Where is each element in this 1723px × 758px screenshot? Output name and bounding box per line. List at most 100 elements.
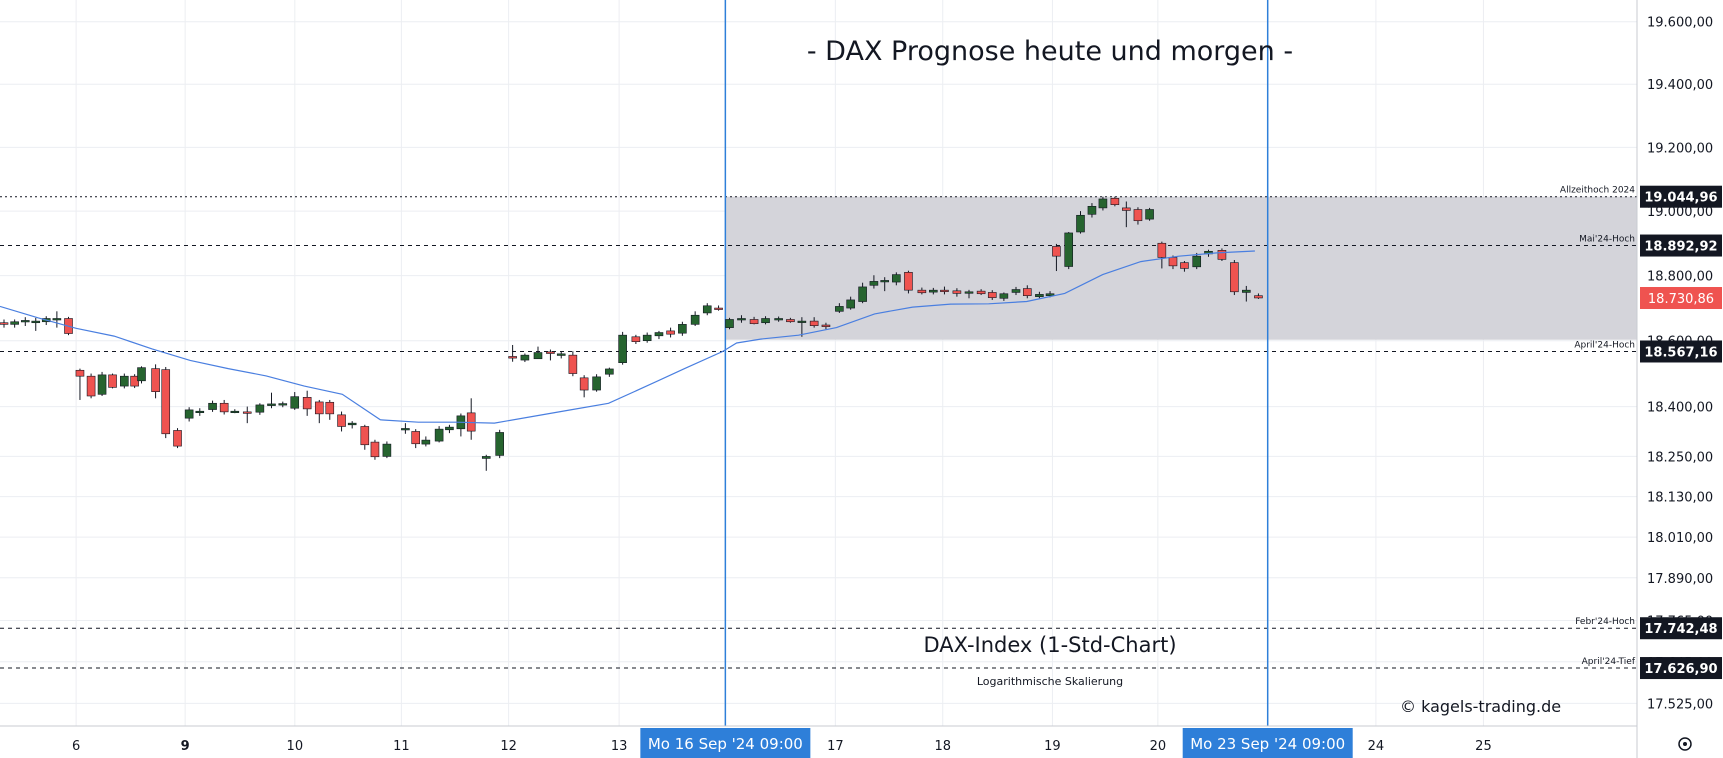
level-name: April'24-Tief (1582, 657, 1636, 667)
gear-icon (1678, 737, 1692, 751)
candle (556, 351, 566, 359)
chart-title: - DAX Prognose heute und morgen - (807, 36, 1293, 67)
candle (976, 289, 986, 296)
candle (445, 424, 454, 434)
level-price-tag (1640, 234, 1722, 257)
candle-body (230, 410, 240, 414)
candle (421, 436, 431, 447)
y-tick-label: 19.000,00 (1647, 205, 1713, 220)
candle (151, 364, 160, 399)
candle (20, 317, 30, 326)
copyright-text: © kagels-trading.de (1400, 697, 1561, 716)
candle-body (0, 322, 9, 325)
candle (846, 296, 855, 310)
candle-body (546, 351, 555, 354)
candle-body (347, 422, 357, 426)
scale-note: Logarithmische Skalierung (977, 675, 1123, 688)
candle-body (208, 402, 217, 410)
candle-body (846, 299, 855, 309)
candle-body (1035, 294, 1044, 297)
candle-body (1217, 250, 1227, 260)
candle (314, 399, 324, 424)
candle-body (880, 280, 890, 283)
candle (508, 344, 517, 362)
candle (370, 439, 380, 460)
x-tick-label: 25 (1475, 739, 1492, 754)
candle-body (917, 289, 927, 294)
candle (1052, 243, 1061, 272)
candle-body (568, 354, 578, 374)
y-tick-label: 18.010,00 (1647, 531, 1713, 546)
candle-body (411, 431, 421, 445)
candle (666, 327, 675, 338)
candle-body (1192, 255, 1202, 268)
candle (1076, 211, 1085, 234)
candle-body (1087, 205, 1097, 215)
candle-body (749, 319, 759, 325)
candle (835, 303, 844, 313)
candle (31, 317, 41, 331)
candle (821, 322, 831, 330)
candle-body (654, 332, 664, 337)
candle-body (1145, 209, 1154, 220)
candle-body (533, 352, 543, 360)
candle-body (421, 439, 431, 445)
candle-body (382, 443, 392, 457)
current-price-tag (1640, 287, 1722, 310)
candle-body (520, 354, 530, 361)
candle (654, 330, 664, 340)
y-tick-label: 17.525,00 (1647, 697, 1713, 712)
x-tick-label: 12 (500, 739, 517, 754)
x-tick-label: 9 (181, 739, 190, 754)
x-tick-label: 19 (1044, 739, 1061, 754)
candle-body (495, 432, 504, 456)
candle (869, 275, 879, 289)
candle (401, 423, 410, 434)
candle-body (618, 334, 627, 363)
settings-button[interactable] (1678, 737, 1692, 751)
candle-body (31, 320, 41, 324)
candle-body (999, 293, 1009, 299)
candle (195, 408, 205, 416)
level-price-label: 19.044,96 (1644, 191, 1717, 206)
candle (987, 290, 997, 300)
date-marker-tag (1182, 728, 1353, 758)
candle (737, 315, 746, 323)
candle-body (161, 369, 171, 435)
candle (618, 331, 627, 365)
candle (290, 392, 300, 410)
y-tick-label: 18.130,00 (1647, 491, 1713, 506)
candle (964, 289, 974, 299)
candle (761, 316, 770, 325)
candle (579, 375, 589, 398)
candle (904, 270, 913, 294)
candle (255, 403, 265, 415)
candle-body (556, 353, 566, 356)
candle-body (370, 441, 380, 458)
date-marker-label: Mo 23 Sep '24 09:00 (1190, 735, 1345, 753)
x-tick-label: 10 (287, 739, 304, 754)
candle (1133, 207, 1143, 225)
candle (1254, 293, 1263, 299)
candle-body (940, 289, 949, 292)
candle-body (892, 274, 901, 283)
candle (929, 287, 938, 295)
candle-body (1110, 197, 1120, 205)
candle-body (75, 369, 85, 377)
level-name: Febr'24-Hoch (1575, 617, 1635, 627)
candle (137, 366, 146, 384)
candle (858, 282, 867, 304)
date-marker-label: Mo 16 Sep '24 09:00 (648, 735, 803, 753)
candle-body (1098, 198, 1108, 209)
candle-body (678, 324, 687, 334)
candle-body (130, 375, 139, 387)
candle-body (401, 428, 410, 431)
candle (1157, 241, 1167, 269)
candle (797, 317, 807, 337)
candle (86, 373, 96, 399)
candle (725, 317, 734, 330)
candle-body (666, 330, 675, 335)
candle (1122, 201, 1131, 228)
candle-body (278, 403, 288, 406)
